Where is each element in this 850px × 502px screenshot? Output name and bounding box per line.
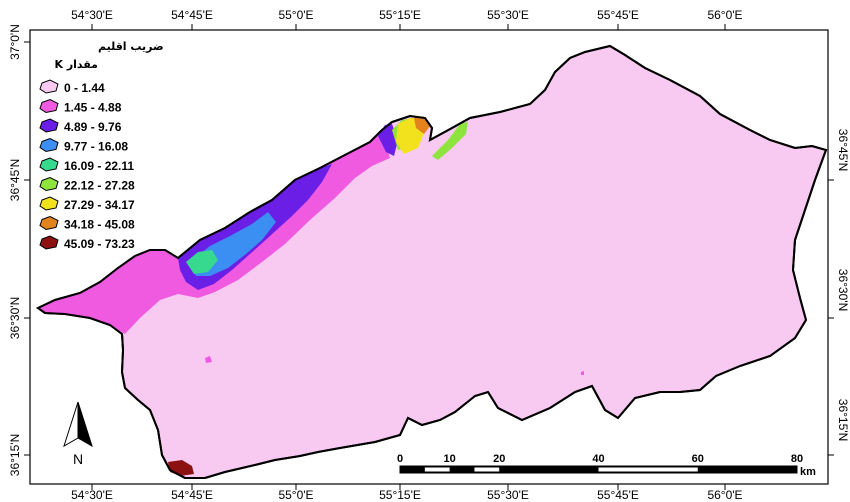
legend-label: 45.09 - 73.23 bbox=[64, 237, 135, 251]
legend-swatch bbox=[39, 98, 59, 114]
class-1.45-4.88-speck bbox=[205, 356, 212, 363]
top-tick-labels: 54°30'E 54°45'E 55°0'E 55°15'E 55°30'E 5… bbox=[71, 8, 742, 22]
scale-bar-label: 0 bbox=[397, 453, 403, 465]
legend-title: ضریب اقلیم bbox=[98, 40, 164, 53]
scale-bar-segment bbox=[474, 467, 500, 472]
north-arrow-icon-dark bbox=[77, 401, 93, 448]
bottom-tick-label: 55°0'E bbox=[278, 488, 313, 502]
bottom-tick-labels: 54°30'E 54°45'E 55°0'E 55°15'E 55°30'E 5… bbox=[71, 488, 742, 502]
north-label: N bbox=[73, 451, 83, 467]
scale-bar-segment bbox=[598, 467, 698, 472]
bottom-tick-label: 55°15'E bbox=[379, 488, 421, 502]
legend-swatch bbox=[39, 118, 59, 133]
bottom-tick-label: 54°30'E bbox=[71, 488, 113, 502]
legend-swatch bbox=[39, 215, 59, 231]
scale-bar-label: 10 bbox=[444, 453, 456, 465]
scale-unit: km bbox=[800, 466, 816, 478]
bottom-tick-label: 55°30'E bbox=[487, 488, 529, 502]
left-tick-label: 36°45'N bbox=[8, 159, 22, 201]
scale-bar-label: 60 bbox=[692, 453, 704, 465]
bottom-tick-label: 54°45'E bbox=[171, 488, 213, 502]
legend-label: 27.29 - 34.17 bbox=[64, 198, 135, 212]
legend-label: 22.12 - 27.28 bbox=[64, 179, 135, 193]
study-area-outline bbox=[36, 44, 828, 479]
scale-bar-label: 80 bbox=[791, 453, 803, 465]
left-tick-label: 37°0'N bbox=[8, 24, 22, 60]
legend-items: 0 - 1.44 1.45 - 4.88 4.89 - 9.76 9.77 - 16.… bbox=[39, 79, 135, 251]
north-arrow: N bbox=[63, 401, 93, 467]
top-tick-label: 56°0'E bbox=[707, 8, 742, 22]
legend-label: 34.18 - 45.08 bbox=[64, 218, 135, 232]
legend-swatch bbox=[39, 79, 59, 94]
scale-bar: 0 10 20 40 60 80 km bbox=[397, 453, 816, 478]
right-tick-labels: 36°45'N 36°30'N 36°15'N bbox=[836, 129, 850, 441]
scale-bar-label: 40 bbox=[592, 453, 604, 465]
class-16.09-22.11-region bbox=[186, 250, 218, 274]
legend-swatch bbox=[39, 235, 59, 250]
class-34.18-45.08-region bbox=[414, 117, 430, 134]
study-area bbox=[36, 44, 828, 479]
legend-label: 16.09 - 22.11 bbox=[64, 159, 134, 173]
top-tick-label: 54°30'E bbox=[71, 8, 113, 22]
bottom-tick-label: 55°45'E bbox=[597, 488, 639, 502]
legend-label: 1.45 - 4.88 bbox=[64, 101, 122, 115]
right-tick-label: 36°30'N bbox=[836, 269, 850, 311]
legend-label: 9.77 - 16.08 bbox=[64, 140, 128, 154]
scale-segments bbox=[399, 465, 798, 474]
bottom-tick-label: 56°0'E bbox=[707, 488, 742, 502]
legend-swatch bbox=[39, 176, 59, 192]
class-22.12-27.28-region bbox=[432, 122, 468, 160]
top-tick-label: 54°45'E bbox=[171, 8, 213, 22]
legend-swatch bbox=[39, 157, 59, 172]
top-tick-label: 55°0'E bbox=[278, 8, 313, 22]
legend-label: 0 - 1.44 bbox=[64, 81, 105, 95]
legend-subtitle: K مقدار bbox=[54, 58, 98, 71]
left-tick-labels: 37°0'N 36°45'N 36°30'N 36°15'N bbox=[8, 24, 22, 476]
top-tick-label: 55°45'E bbox=[597, 8, 639, 22]
left-tick-label: 36°30'N bbox=[8, 297, 22, 339]
legend: ضریب اقلیم K مقدار 0 - 1.44 1.45 - 4.88 4.… bbox=[39, 40, 164, 251]
legend-swatch bbox=[39, 137, 59, 153]
top-tick-label: 55°30'E bbox=[487, 8, 529, 22]
right-tick-label: 36°45'N bbox=[836, 129, 850, 171]
left-tick-label: 36°15'N bbox=[8, 434, 22, 476]
scale-bar-label: 20 bbox=[493, 453, 505, 465]
scale-bar-segment bbox=[424, 467, 450, 472]
class-1.45-4.88-speck bbox=[581, 371, 584, 375]
top-tick-label: 55°15'E bbox=[379, 8, 421, 22]
scale-labels: 0 10 20 40 60 80 bbox=[397, 453, 803, 465]
legend-label: 4.89 - 9.76 bbox=[64, 120, 122, 134]
tick-marks bbox=[24, 24, 834, 490]
right-tick-label: 36°15'N bbox=[836, 399, 850, 441]
legend-swatch bbox=[39, 196, 59, 211]
